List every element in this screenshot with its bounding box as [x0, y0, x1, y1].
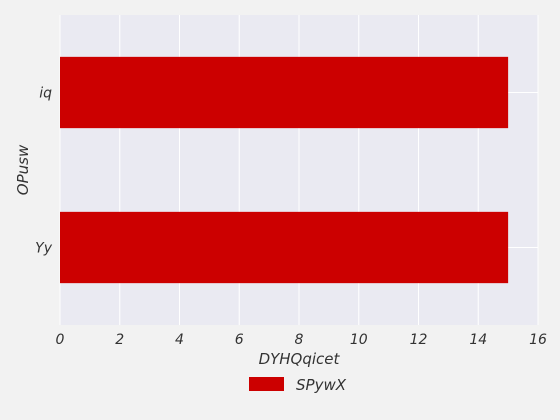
legend-swatch: [249, 377, 284, 391]
x-axis-ticks: 0 2 4 6 8 10 12 14 16: [56, 332, 547, 348]
y-axis-label: OPusw: [14, 144, 32, 195]
x-tick-label: 12: [410, 332, 428, 348]
bar-Yy: [60, 211, 509, 284]
x-tick-label: 2: [115, 332, 124, 348]
x-tick-label: 8: [295, 332, 304, 348]
x-tick-label: 6: [235, 332, 244, 348]
x-tick-label: 0: [56, 332, 65, 348]
x-tick-label: 16: [529, 332, 547, 348]
x-tick-label: 10: [350, 332, 368, 348]
x-tick-label: 4: [175, 332, 184, 348]
bar-iq: [60, 56, 509, 129]
y-axis-ticks: Yy iq: [35, 86, 53, 257]
y-tick-label: Yy: [35, 241, 53, 257]
x-tick-label: 14: [469, 332, 487, 348]
legend: SPywX: [249, 376, 347, 394]
x-axis-label: DYHQqicet: [259, 350, 341, 368]
legend-label: SPywX: [296, 376, 347, 394]
y-tick-label: iq: [39, 86, 52, 102]
bars: [60, 56, 509, 284]
